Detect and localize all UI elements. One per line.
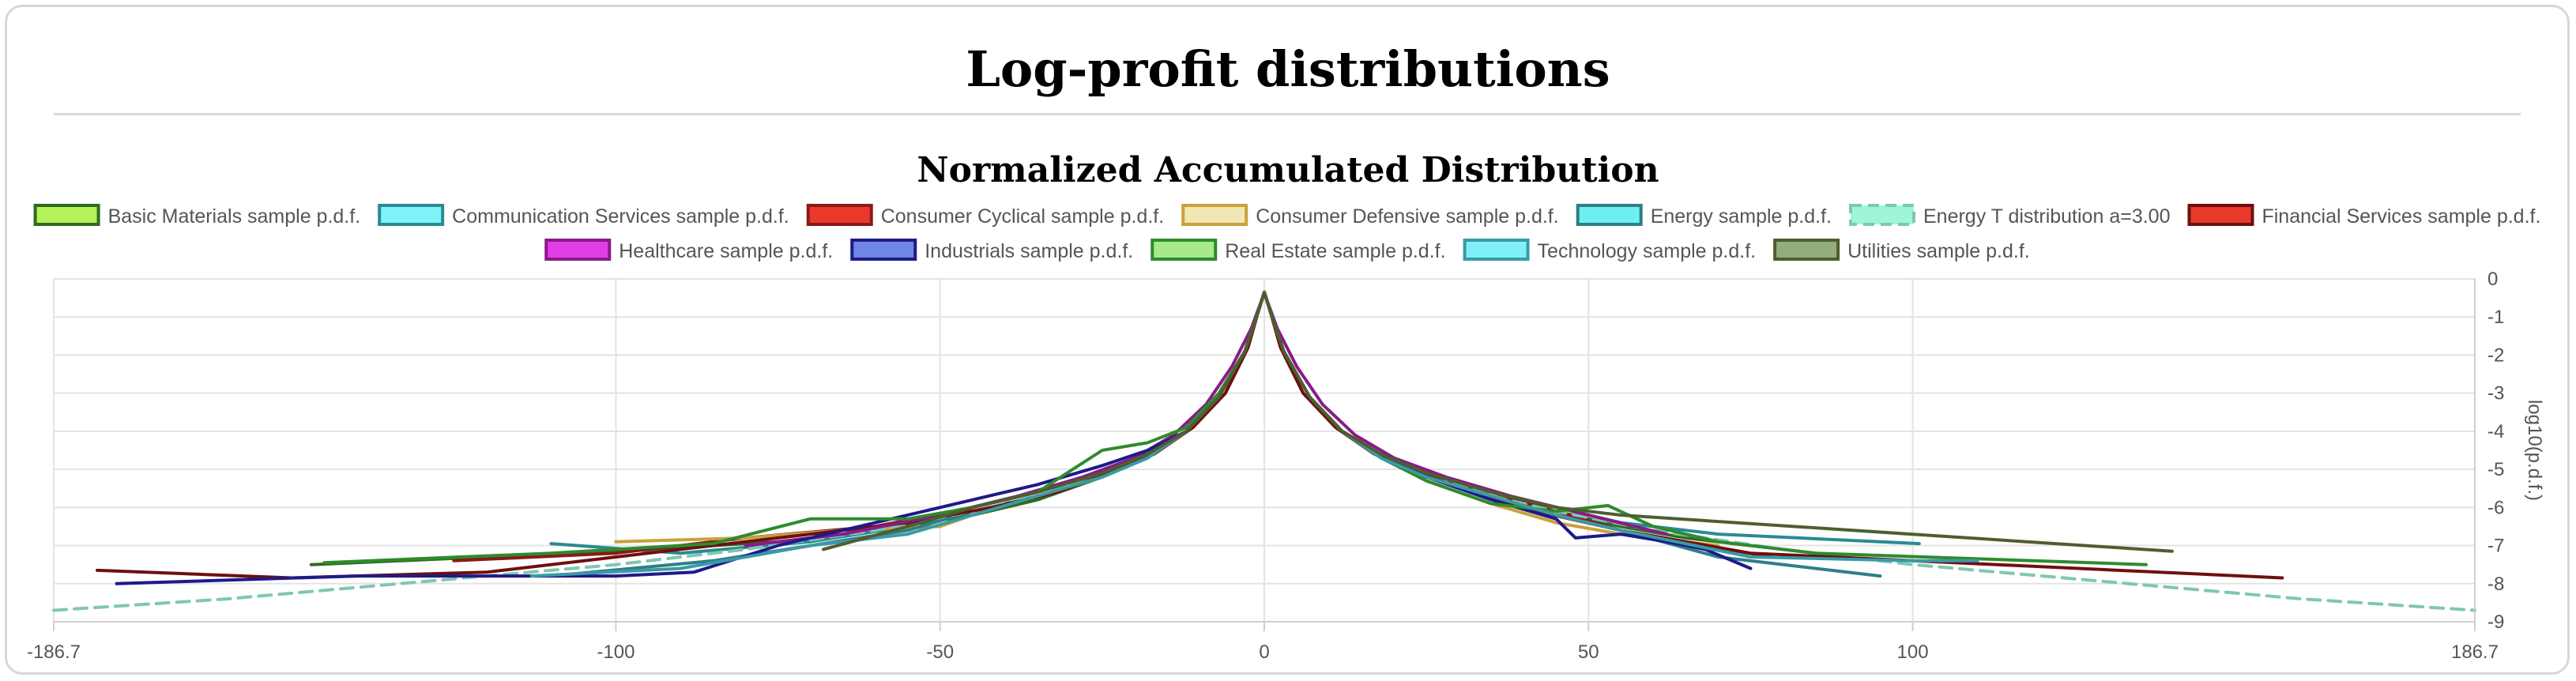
y-tick-label: -3: [2487, 383, 2504, 404]
series-line-11: [822, 290, 2174, 553]
legend-label: Utilities sample p.d.f.: [1847, 240, 2030, 262]
axes: -186.7 -100 -50 0 50 100 186.7 0 -1 -2 -3 -4 -5 -6 -7 -…: [27, 269, 2545, 663]
legend-label: Consumer Cyclical sample p.d.f.: [881, 205, 1164, 228]
legend-swatch: [1151, 239, 1218, 261]
x-tick-label: 186.7: [2451, 641, 2499, 663]
legend-swatch: [544, 239, 612, 261]
y-tick-label: -4: [2487, 421, 2504, 442]
series-line-6: [96, 290, 2284, 580]
legend-label: Technology sample p.d.f.: [1538, 240, 1757, 262]
y-tick-label: -5: [2487, 459, 2504, 480]
title-divider: [54, 113, 2521, 115]
x-tick-label: -50: [926, 641, 954, 663]
legend-item-3[interactable]: Consumer Defensive sample p.d.f.: [1181, 204, 1559, 228]
legend-label: Basic Materials sample p.d.f.: [108, 205, 361, 228]
x-tick-label: 100: [1897, 641, 1929, 663]
legend-label: Energy sample p.d.f.: [1651, 205, 1832, 228]
legend-item-7[interactable]: Healthcare sample p.d.f.: [544, 239, 833, 262]
legend-item-0[interactable]: Basic Materials sample p.d.f.: [33, 204, 361, 228]
legend-swatch: [33, 204, 100, 226]
legend-item-11[interactable]: Utilities sample p.d.f.: [1773, 239, 2030, 262]
legend: Basic Materials sample p.d.f. Communicati…: [33, 204, 2540, 262]
legend-label: Financial Services sample p.d.f.: [2262, 205, 2540, 228]
legend-item-8[interactable]: Industrials sample p.d.f.: [850, 239, 1133, 262]
legend-swatch: [1773, 239, 1840, 261]
legend-item-4[interactable]: Energy sample p.d.f.: [1576, 204, 1832, 228]
y-tick-label: 0: [2487, 269, 2498, 290]
x-tick-label: -186.7: [27, 641, 81, 663]
legend-swatch: [1463, 239, 1530, 261]
y-tick-label: -9: [2487, 611, 2504, 633]
legend-item-9[interactable]: Real Estate sample p.d.f.: [1151, 239, 1446, 262]
x-tick-label: 0: [1259, 641, 1269, 663]
legend-item-6[interactable]: Financial Services sample p.d.f.: [2187, 204, 2540, 228]
legend-swatch: [1181, 204, 1248, 226]
legend-item-1[interactable]: Communication Services sample p.d.f.: [378, 204, 789, 228]
x-tick-label: -100: [597, 641, 635, 663]
y-tick-label: -2: [2487, 344, 2504, 366]
series-line-9: [322, 290, 2148, 566]
legend-label: Healthcare sample p.d.f.: [619, 240, 833, 262]
legend-item-5[interactable]: Energy T distribution a=3.00: [1849, 204, 2170, 228]
legend-swatch: [2187, 204, 2254, 226]
y-tick-label: -1: [2487, 307, 2504, 328]
legend-label: Communication Services sample p.d.f.: [452, 205, 789, 228]
legend-label: Consumer Defensive sample p.d.f.: [1256, 205, 1559, 228]
series-line-8: [115, 290, 1753, 585]
legend-swatch: [1849, 204, 1915, 226]
y-tick-label: -8: [2487, 574, 2504, 595]
y-axis-label: log10(p.d.f.): [2524, 400, 2545, 501]
chart-title: Normalized Accumulated Distribution: [917, 150, 1659, 190]
legend-label: Industrials sample p.d.f.: [925, 240, 1133, 262]
legend-swatch: [378, 204, 445, 226]
legend-label: Real Estate sample p.d.f.: [1225, 240, 1445, 262]
legend-swatch: [806, 204, 873, 226]
legend-swatch: [1576, 204, 1643, 226]
y-tick-label: -7: [2487, 536, 2504, 557]
series-layer: [52, 290, 2476, 612]
page-title: Log-profit distributions: [966, 40, 1610, 98]
legend-label: Energy T distribution a=3.00: [1923, 205, 2170, 228]
y-tick-label: -6: [2487, 497, 2504, 518]
series-line-1: [549, 290, 1921, 555]
legend-swatch: [850, 239, 917, 261]
legend-item-10[interactable]: Technology sample p.d.f.: [1463, 239, 1757, 262]
x-tick-label: 50: [1578, 641, 1599, 663]
legend-item-2[interactable]: Consumer Cyclical sample p.d.f.: [806, 204, 1164, 228]
